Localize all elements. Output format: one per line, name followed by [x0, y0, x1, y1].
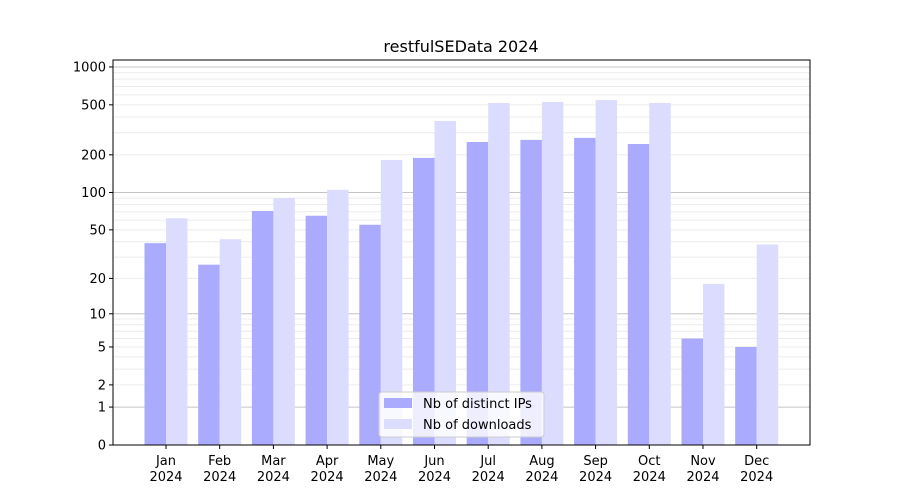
- y-tick-label: 50: [89, 223, 106, 238]
- bar-downloads: [273, 198, 295, 445]
- bar-downloads: [756, 244, 779, 445]
- bar-distinct-ips: [251, 210, 274, 445]
- legend-label-ips: Nb of distinct IPs: [423, 397, 532, 412]
- x-tick-label: Aug 2024: [525, 454, 558, 485]
- bar-downloads: [327, 189, 349, 445]
- y-tick-label: 500: [81, 98, 106, 113]
- y-tick-label: 1: [98, 401, 106, 416]
- y-tick-label: 2: [98, 378, 106, 393]
- bar-downloads: [219, 239, 242, 445]
- x-tick-label: Nov 2024: [686, 454, 719, 485]
- bar-downloads: [595, 99, 618, 445]
- y-tick-label: 5: [98, 340, 106, 355]
- x-tick-label: Sep 2024: [579, 454, 612, 485]
- bar-downloads: [703, 283, 725, 445]
- x-tick-label: Jun 2024: [418, 454, 451, 485]
- y-tick-label: 20: [89, 272, 106, 287]
- x-tick-label: Feb 2024: [203, 454, 236, 485]
- x-axis: Jan 2024 Feb 2024 Mar 2024 Apr 2024 May 2024 Jun 20…: [149, 445, 773, 485]
- bar-downloads: [166, 218, 188, 445]
- x-tick-label: May 2024: [364, 454, 397, 485]
- legend: Nb of distinct IPs Nb of downloads: [378, 391, 545, 438]
- bar-distinct-ips: [359, 224, 381, 445]
- y-tick-label: 100: [81, 186, 106, 201]
- bar-downloads: [380, 159, 403, 446]
- y-tick-label: 1000: [73, 60, 106, 75]
- bar-distinct-ips: [681, 338, 703, 445]
- x-tick-label: Dec 2024: [740, 454, 773, 485]
- bar-distinct-ips: [735, 346, 757, 445]
- x-tick-label: Oct 2024: [633, 454, 666, 485]
- bar-downloads: [649, 103, 671, 445]
- x-tick-label: Mar 2024: [257, 454, 290, 485]
- x-tick-label: Jul 2024: [472, 454, 505, 485]
- y-tick-label: 200: [81, 148, 106, 163]
- legend-swatch-downloads: [384, 419, 412, 429]
- x-tick-label: Jan 2024: [149, 454, 182, 485]
- bar-distinct-ips: [198, 264, 220, 445]
- legend-label-downloads: Nb of downloads: [423, 418, 532, 433]
- bar-downloads: [488, 103, 510, 445]
- x-tick-label: Apr 2024: [311, 454, 344, 485]
- bar-distinct-ips: [466, 142, 489, 445]
- bars: [144, 99, 779, 446]
- plot-frame: [112, 59, 811, 446]
- bar-distinct-ips: [520, 139, 542, 445]
- y-tick-label: 10: [89, 307, 106, 322]
- chart-title: restfulSEData 2024: [383, 37, 538, 56]
- bar-distinct-ips: [574, 137, 596, 446]
- y-tick-label: 0: [98, 439, 106, 454]
- legend-box: [378, 391, 545, 438]
- legend-swatch-ips: [384, 398, 412, 408]
- bar-distinct-ips: [627, 143, 650, 445]
- bar-downloads: [434, 120, 456, 445]
- bar-downloads: [541, 101, 564, 445]
- bar-distinct-ips: [144, 243, 166, 445]
- bar-distinct-ips: [413, 157, 435, 445]
- y-axis: 0 1 2 5 10 20 50 100 200 500 1000: [73, 60, 113, 454]
- bar-distinct-ips: [305, 215, 328, 445]
